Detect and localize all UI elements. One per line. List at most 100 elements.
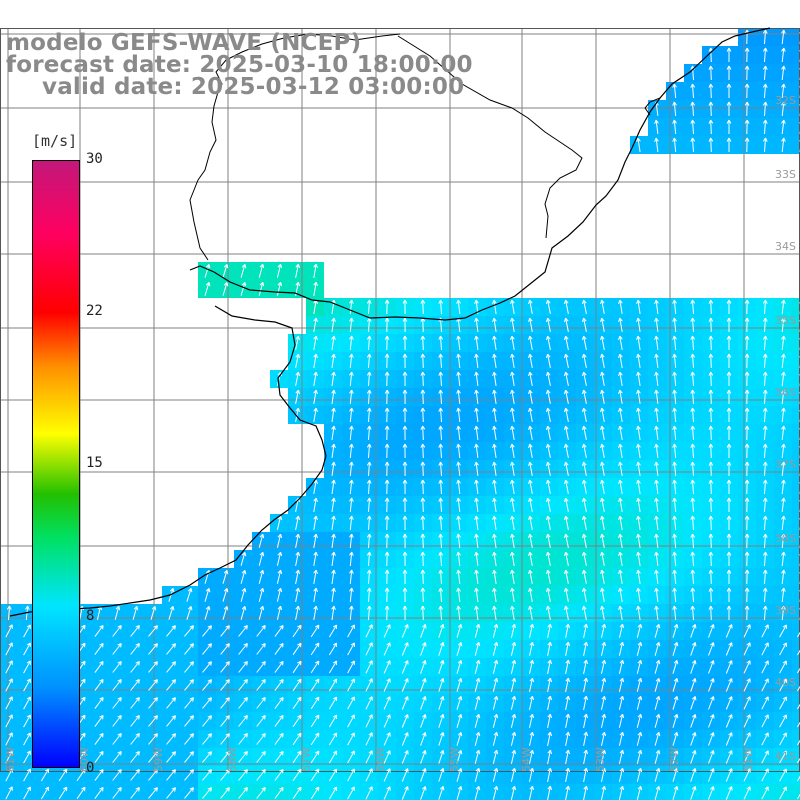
wind-arrow	[672, 749, 679, 764]
wind-arrow	[708, 624, 715, 638]
wind-arrow	[474, 731, 481, 746]
wind-arrow	[654, 587, 659, 602]
wind-arrow	[258, 533, 265, 548]
wind-arrow	[781, 317, 786, 333]
wind-arrow	[420, 335, 426, 351]
wind-arrow	[690, 479, 696, 495]
wind-arrow	[365, 642, 373, 656]
wind-arrow	[240, 605, 247, 620]
wind-arrow	[148, 751, 158, 763]
wind-arrow	[601, 623, 607, 638]
wind-arrow	[547, 695, 553, 710]
wind-arrow	[725, 696, 733, 710]
lon-label: 52W	[668, 747, 681, 772]
wind-arrow	[565, 677, 571, 692]
wind-arrow	[76, 786, 86, 800]
wind-arrow	[726, 353, 732, 368]
wind-arrow	[184, 751, 194, 763]
wind-arrow	[202, 787, 212, 799]
wind-arrow	[708, 732, 715, 746]
wind-arrow	[744, 605, 750, 621]
wind-arrow	[636, 695, 643, 710]
wind-arrow	[743, 696, 751, 710]
wind-arrow	[276, 605, 283, 620]
wind-arrow	[456, 497, 461, 513]
wind-arrow	[545, 407, 551, 422]
wind-arrow	[672, 335, 677, 351]
wind-cell	[324, 784, 342, 800]
wind-arrow	[581, 497, 587, 512]
wind-arrow	[349, 353, 354, 369]
wind-arrow	[274, 678, 284, 691]
wind-arrow	[184, 661, 194, 673]
wind-arrow	[690, 533, 696, 549]
wind-arrow	[708, 353, 714, 369]
wind-arrow	[492, 479, 497, 494]
wind-arrow	[383, 642, 391, 656]
wind-arrow	[510, 551, 515, 566]
wind-arrow	[492, 641, 499, 656]
wind-arrow	[708, 371, 714, 387]
wind-arrow	[672, 425, 677, 441]
wind-arrow	[581, 425, 587, 440]
wind-arrow	[636, 677, 643, 692]
wind-arrow	[581, 569, 587, 584]
wind-arrow	[781, 29, 786, 45]
wind-arrow	[563, 443, 569, 458]
wind-arrow	[295, 353, 301, 368]
wind-arrow	[331, 389, 336, 404]
wind-arrow	[112, 769, 122, 781]
wind-arrow	[654, 731, 661, 746]
wind-arrow	[743, 642, 751, 656]
wind-arrow	[313, 317, 318, 332]
wind-arrow	[654, 659, 661, 674]
wind-cell	[126, 784, 144, 800]
wind-arrow	[581, 389, 587, 404]
wind-arrow	[331, 515, 336, 530]
wind-arrow	[510, 425, 515, 440]
wind-cell	[792, 316, 800, 334]
wind-arrow	[708, 642, 715, 656]
wind-arrow	[148, 697, 158, 709]
wind-arrow	[474, 497, 479, 512]
wind-arrow	[456, 335, 461, 351]
wind-arrow	[547, 785, 553, 800]
wind-arrow	[725, 714, 733, 728]
wind-arrow	[474, 371, 479, 386]
wind-arrow	[618, 389, 623, 404]
wind-arrow	[636, 299, 641, 314]
wind-arrow	[744, 137, 750, 153]
wind-arrow	[672, 137, 677, 153]
wind-arrow	[401, 750, 409, 764]
wind-arrow	[295, 551, 301, 566]
wind-arrow	[654, 371, 659, 386]
wind-arrow	[545, 497, 551, 512]
wind-cell	[198, 784, 216, 800]
wind-arrow	[725, 750, 733, 764]
wind-arrow	[384, 317, 390, 333]
wind-arrow	[563, 389, 569, 404]
wind-arrow	[347, 678, 355, 692]
wind-arrow	[474, 569, 479, 584]
wind-arrow	[743, 750, 751, 764]
wind-arrow	[456, 515, 461, 531]
wind-arrow	[744, 353, 750, 369]
wind-arrow	[672, 353, 677, 369]
wind-arrow	[528, 605, 533, 620]
wind-arrow	[618, 605, 623, 620]
wind-arrow	[654, 335, 659, 350]
wind-arrow	[510, 659, 517, 674]
wind-arrow	[256, 715, 266, 727]
wind-arrow	[529, 767, 535, 782]
wind-arrow	[222, 605, 229, 620]
wind-cell	[792, 784, 800, 800]
wind-arrow	[672, 515, 677, 531]
wind-arrow	[258, 281, 265, 296]
wind-arrow	[601, 785, 607, 800]
wind-arrow	[492, 335, 497, 350]
wind-arrow	[545, 515, 551, 530]
wind-arrow	[276, 515, 283, 530]
wind-arrow	[349, 569, 354, 585]
wind-arrow	[510, 695, 517, 710]
wind-arrow	[796, 649, 800, 656]
